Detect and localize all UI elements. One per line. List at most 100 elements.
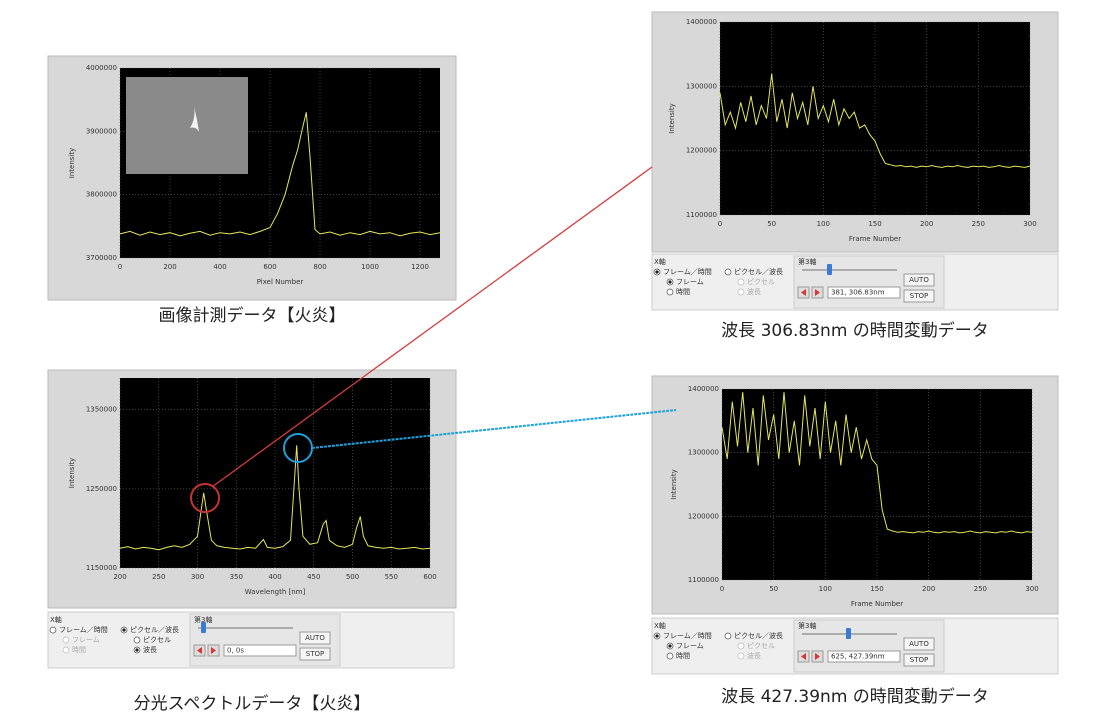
y-axis-label: Intensity <box>68 458 76 488</box>
radio-frame-time-dot <box>655 270 659 274</box>
x-tick-label: 100 <box>819 585 832 593</box>
panel-label: フレーム <box>72 636 100 644</box>
panel-label: ピクセル／波長 <box>734 267 783 276</box>
y-tick-label: 1300000 <box>688 449 719 457</box>
radio-pixel-wave[interactable] <box>724 632 732 640</box>
panel-label: 波長 <box>747 287 761 296</box>
panel-label: ピクセル／波長 <box>734 631 783 640</box>
highlight-circle-blue <box>283 433 313 463</box>
caption: 波長 427.39nm の時間変動データ <box>721 686 989 707</box>
chart: 0 50 100 150 200 250 300 1100000 1200000 1300000 1… <box>651 375 1059 615</box>
radio-wave <box>737 652 745 660</box>
x-tick-label: 350 <box>230 573 243 581</box>
next-icon <box>815 289 820 296</box>
prev-icon <box>197 647 202 654</box>
radio-pixel-wave[interactable] <box>724 268 732 276</box>
panel-label: ピクセル <box>747 278 775 286</box>
radio-frame-time[interactable] <box>49 626 57 634</box>
panel-label: 625, 427.39nm <box>831 653 885 661</box>
chart: 0 200 400 600 800 1000 1200 3700000 3800000 39000… <box>47 55 457 301</box>
charts: 0 200 400 600 800 1000 12003700000380000039000… <box>47 11 1059 615</box>
stop-button[interactable] <box>903 289 935 303</box>
x-tick-label: 150 <box>870 585 883 593</box>
data-line <box>721 392 1033 534</box>
y-tick-label: 1200000 <box>688 512 719 520</box>
next-icon <box>815 653 820 660</box>
x-tick-label: 0 <box>720 585 724 593</box>
panel-label: フレーム／時間 <box>59 626 108 634</box>
panel-label: 381, 306.83nm <box>831 289 885 297</box>
y-tick-label: 3800000 <box>86 191 117 199</box>
radio-pixel[interactable] <box>133 636 141 644</box>
x-tick-label: 400 <box>213 263 226 271</box>
radio-wave-dot <box>135 648 139 652</box>
x-tick-label: 200 <box>920 220 933 228</box>
panel-label: STOP <box>910 656 928 664</box>
inset-image <box>126 77 248 174</box>
y-tick-label: 1400000 <box>686 18 717 26</box>
x-tick-label: 250 <box>152 573 165 581</box>
x-tick-label: 600 <box>263 263 276 271</box>
readout-box <box>827 286 901 299</box>
panel-label: ピクセル／波長 <box>130 625 179 634</box>
y-tick-label: 1150000 <box>86 564 117 572</box>
panel-label: AUTO <box>909 276 929 284</box>
y-tick-label: 1200000 <box>686 147 717 155</box>
slider-thumb[interactable] <box>827 264 832 275</box>
panel-label: 波長 <box>143 645 157 654</box>
panel-label: AUTO <box>305 634 325 642</box>
data-line <box>119 112 441 237</box>
x-tick-label: 300 <box>1023 220 1036 228</box>
readout-box <box>223 644 297 657</box>
y-tick-label: 1100000 <box>686 211 717 219</box>
radio-pixel-wave-dot <box>122 628 126 632</box>
prev-icon <box>801 653 806 660</box>
x-tick-label: 500 <box>346 573 359 581</box>
panel-label: 第3軸 <box>798 621 816 630</box>
highlight-circle-red <box>190 483 220 513</box>
auto-button[interactable] <box>299 631 331 645</box>
radio-frame <box>62 636 70 644</box>
x-axis-label: Frame Number <box>849 235 901 243</box>
stop-button[interactable] <box>903 653 935 667</box>
slider-thumb[interactable] <box>201 622 206 633</box>
plot-area <box>120 378 430 568</box>
link-line-blue <box>311 409 677 449</box>
radio-time[interactable] <box>666 288 674 296</box>
panel-label: 第3軸 <box>798 257 816 266</box>
y-tick-label: 1100000 <box>688 576 719 584</box>
caption: 波長 306.83nm の時間変動データ <box>721 320 989 341</box>
caption: 分光スペクトルデータ【火炎】 <box>134 693 371 714</box>
auto-button[interactable] <box>903 273 935 287</box>
radio-wave <box>737 288 745 296</box>
stop-button[interactable] <box>299 647 331 661</box>
panel-label: 時間 <box>72 646 86 654</box>
chart: 0 50 100 150 200 250 300 1100000 1200000 1300000 1… <box>651 11 1059 253</box>
y-axis-label: Intensity <box>670 469 678 499</box>
slider-thumb[interactable] <box>846 628 851 639</box>
panel-label: STOP <box>306 650 324 658</box>
x-tick-label: 550 <box>385 573 398 581</box>
readout-box <box>827 650 901 663</box>
x-tick-label: 50 <box>769 585 778 593</box>
x-tick-label: 100 <box>817 220 830 228</box>
panel-label: 時間 <box>676 288 690 296</box>
x-tick-label: 0 <box>118 263 122 271</box>
x-tick-label: 150 <box>868 220 881 228</box>
x-tick-label: 300 <box>1025 585 1038 593</box>
prev-icon <box>801 289 806 296</box>
radio-pixel <box>737 642 745 650</box>
panel-label: 時間 <box>676 652 690 660</box>
radio-time[interactable] <box>666 652 674 660</box>
x-tick-label: 400 <box>268 573 281 581</box>
annotations <box>190 166 677 513</box>
panel-label: 0, 0s <box>227 647 244 655</box>
radio-time <box>62 646 70 654</box>
y-tick-label: 1350000 <box>86 406 117 414</box>
y-axis-label: Intensity <box>68 148 76 178</box>
auto-button[interactable] <box>903 637 935 651</box>
x-tick-label: 200 <box>922 585 935 593</box>
panel-label: ピクセル <box>143 636 171 644</box>
